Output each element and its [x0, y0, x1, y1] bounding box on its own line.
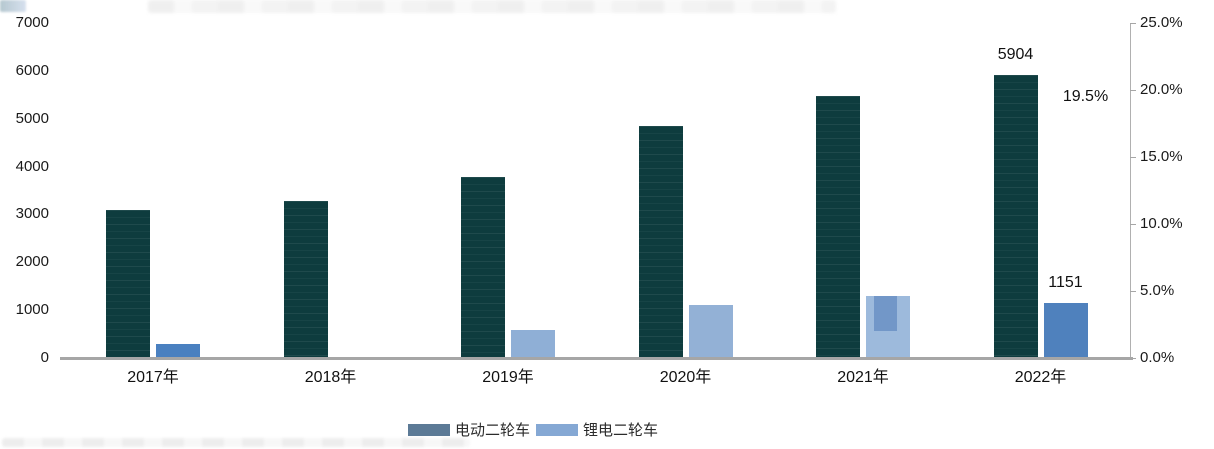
left-axis-tick-label: 6000 [15, 61, 49, 79]
bar-电动二轮车 [993, 75, 1038, 358]
legend-item: 电动二轮车 [408, 419, 530, 440]
x-axis-label: 2018年 [304, 369, 357, 386]
right-axis-tick [1130, 291, 1136, 292]
x-axis-label: 2021年 [837, 369, 889, 386]
left-axis-tick-label: 3000 [15, 205, 49, 223]
left-axis-tick-label: 5000 [15, 109, 49, 127]
x-axis-label: 2020年 [659, 369, 712, 386]
right-axis-tick-label: 20.0% [1140, 81, 1183, 98]
left-axis-tick-label: 4000 [15, 157, 49, 175]
left-axis-tick-label: 7000 [15, 14, 49, 31]
bar-锂电二轮车 [1043, 302, 1088, 358]
legend-item: 锂电二轮车 [536, 419, 658, 440]
faded-title-artifact [148, 0, 836, 13]
right-axis-line [1130, 23, 1131, 359]
bar-电动二轮车 [461, 176, 505, 358]
x-axis-label: 2022年 [1014, 369, 1067, 386]
faded-logo-artifact [0, 0, 26, 12]
bar-电动二轮车 [106, 209, 150, 358]
right-axis-tick [1130, 90, 1136, 91]
left-axis-tick-label: 1000 [15, 301, 49, 319]
right-axis-tick-label: 15.0% [1140, 148, 1183, 165]
x-axis-label: 2017年 [127, 369, 179, 386]
bar-锂电二轮车 [688, 304, 733, 358]
bar-锂电二轮车 [511, 329, 555, 358]
legend: 电动二轮车 锂电二轮车 [408, 419, 658, 440]
left-axis-tick-label: 2000 [15, 253, 49, 271]
left-axis-tick-label: 0 [40, 349, 49, 366]
right-axis-tick-label: 10.0% [1140, 215, 1183, 232]
percentage-annotation: 19.5% [1062, 87, 1109, 105]
x-axis-label: 2019年 [482, 369, 534, 386]
right-axis-tick [1130, 224, 1136, 225]
data-label: 5904 [997, 46, 1034, 64]
right-axis-tick-label: 5.0% [1140, 282, 1175, 299]
bar-shade-artifact [874, 296, 897, 331]
bar-电动二轮车 [283, 201, 328, 358]
right-axis-tick [1130, 157, 1136, 158]
right-axis-tick-label: 0.0% [1140, 349, 1175, 366]
x-axis-line [60, 357, 1133, 360]
legend-swatch-icon [408, 423, 450, 436]
bar-锂电二轮车 [156, 343, 200, 358]
bar-电动二轮车 [816, 96, 860, 358]
faded-source-note-artifact [2, 438, 470, 447]
bar-电动二轮车 [638, 126, 683, 358]
right-axis-tick [1130, 358, 1136, 359]
right-axis-tick-label: 25.0% [1140, 14, 1183, 31]
data-label: 1151 [1048, 273, 1083, 291]
legend-label: 锂电二轮车 [583, 422, 659, 439]
right-axis-tick [1130, 23, 1136, 24]
legend-swatch-icon [536, 423, 579, 436]
legend-label: 电动二轮车 [455, 422, 531, 439]
